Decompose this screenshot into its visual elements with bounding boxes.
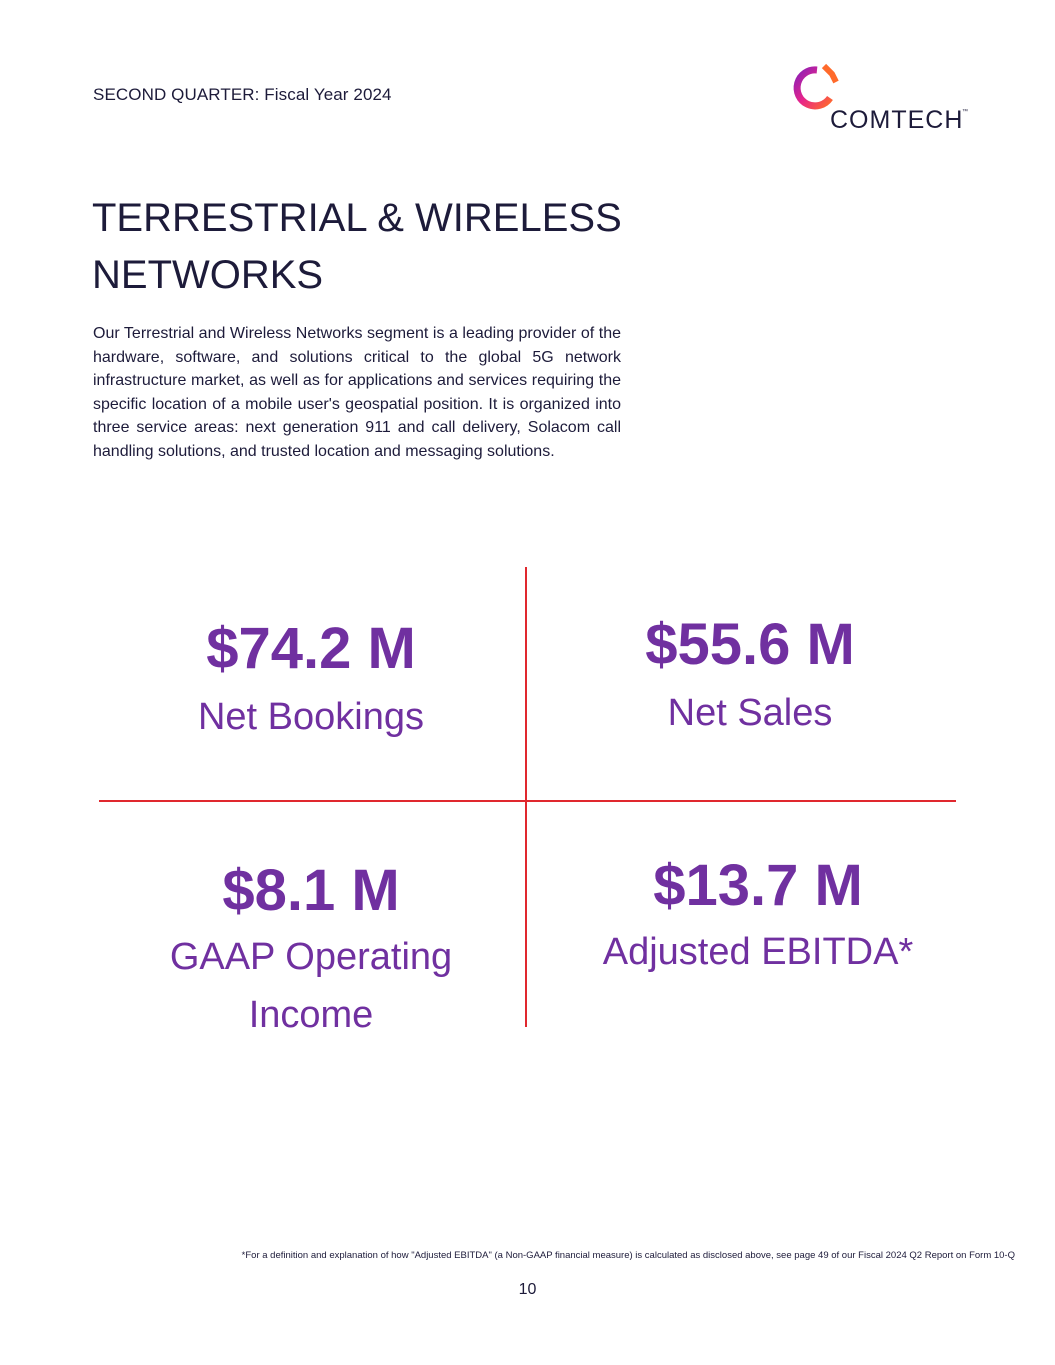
metric-value: $13.7 M — [653, 853, 863, 918]
logo-trademark: ™ — [962, 109, 968, 115]
logo-wordmark: COMTECH — [830, 106, 964, 134]
horizontal-divider — [99, 800, 956, 802]
page-title: TERRESTRIAL & WIRELESS NETWORKS — [92, 196, 622, 297]
page-number: 10 — [518, 1281, 537, 1298]
metric-value: $8.1 M — [222, 858, 400, 923]
comtech-logo: COMTECH ™ — [784, 60, 974, 140]
metric-label: GAAP Operating Income — [169, 936, 453, 1036]
metric-net-bookings: $74.2 M Net Bookings — [111, 616, 511, 746]
logo-ring-icon — [793, 63, 839, 110]
metric-gaap-operating-income: $8.1 M GAAP Operating Income — [111, 858, 511, 1044]
metric-adjusted-ebitda: $13.7 M Adjusted EBITDA* — [558, 853, 958, 981]
metric-value: $55.6 M — [645, 612, 855, 677]
segment-description: Our Terrestrial and Wireless Networks se… — [93, 325, 621, 460]
vertical-divider — [525, 567, 527, 1027]
metric-net-sales: $55.6 M Net Sales — [550, 612, 950, 742]
footnote: *For a definition and explanation of how… — [241, 1250, 1015, 1261]
metric-label: Adjusted EBITDA* — [602, 931, 914, 973]
metric-label: Net Bookings — [197, 696, 424, 738]
report-period-label: SECOND QUARTER: Fiscal Year 2024 — [93, 85, 392, 104]
metric-value: $74.2 M — [206, 616, 416, 681]
metric-label: Net Sales — [667, 692, 833, 734]
